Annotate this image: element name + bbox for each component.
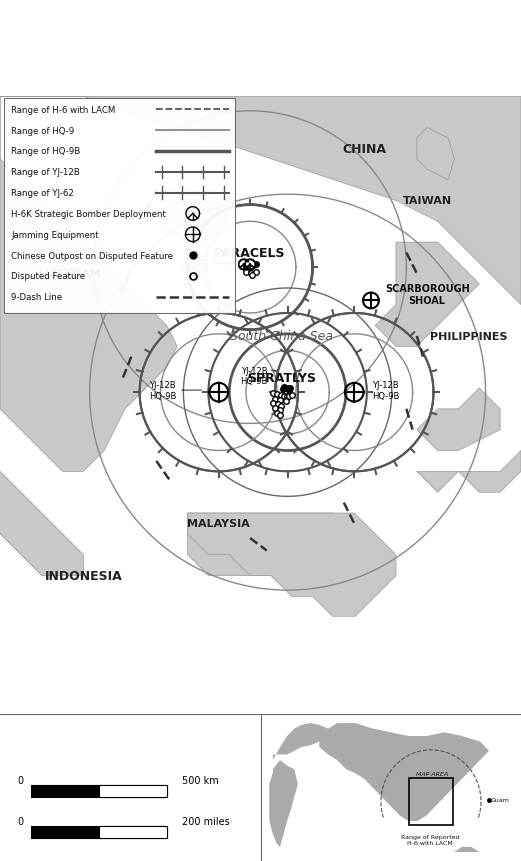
Polygon shape [0,97,177,472]
Text: 0: 0 [18,816,24,827]
Polygon shape [0,617,125,742]
Polygon shape [125,742,250,774]
Bar [99,826,167,838]
Text: YJ-12B
HQ-9B: YJ-12B HQ-9B [241,367,271,386]
Text: YJ-12B
HQ-9B: YJ-12B HQ-9B [372,381,399,400]
Polygon shape [273,723,328,760]
Polygon shape [0,472,83,576]
FancyBboxPatch shape [4,99,235,314]
Text: SPRATLYS: SPRATLYS [247,372,316,385]
Polygon shape [188,513,396,617]
Bar [31,826,167,838]
Polygon shape [167,191,229,243]
Text: Guam: Guam [491,797,510,802]
Text: MALAYSIA: MALAYSIA [188,519,250,529]
Text: Range of YJ-12B: Range of YJ-12B [11,168,80,177]
Text: Range of YJ-62: Range of YJ-62 [11,189,75,198]
Text: 500 km: 500 km [182,776,219,785]
Text: INDONESIA: INDONESIA [44,569,122,582]
Bar [99,785,167,796]
Text: South China Sea: South China Sea [230,330,333,343]
Text: TAIWAN: TAIWAN [403,196,452,206]
Text: Range of Reported
H-6 with LACM: Range of Reported H-6 with LACM [401,834,460,845]
Text: YJ-12B
HQ-9B: YJ-12B HQ-9B [149,381,202,400]
Circle shape [245,260,255,270]
Polygon shape [417,451,521,492]
Polygon shape [269,760,298,847]
Text: PARACELS: PARACELS [214,247,286,260]
Text: 9-Dash Line: 9-Dash Line [11,293,63,302]
Text: CHINA: CHINA [343,143,387,156]
Polygon shape [436,847,494,861]
Polygon shape [375,243,479,347]
Text: 200 miles: 200 miles [182,816,230,827]
Text: YJ-62
HQ-9: YJ-62 HQ-9 [187,254,235,273]
Text: Jamming Equipment: Jamming Equipment [11,231,99,239]
Text: SCARBOROUGH
SHOAL: SCARBOROUGH SHOAL [385,284,469,306]
Text: 0: 0 [18,776,24,785]
Polygon shape [188,513,354,576]
Text: Range of HQ-9: Range of HQ-9 [11,127,75,135]
Circle shape [239,260,249,270]
Text: MAP AREA: MAP AREA [416,771,448,776]
Polygon shape [0,97,521,306]
Text: Chinese Outpost on Disputed Feature: Chinese Outpost on Disputed Feature [11,251,173,260]
Bar [408,778,453,825]
Bar [31,785,167,796]
Text: Disputed Feature: Disputed Feature [11,272,85,282]
Text: VIETNAM: VIETNAM [44,269,102,279]
Text: Range of H-6 with LACM: Range of H-6 with LACM [11,106,116,115]
Polygon shape [417,128,454,181]
Text: Range of HQ-9B: Range of HQ-9B [11,147,81,156]
Polygon shape [417,388,500,451]
Text: PHILIPPINES: PHILIPPINES [430,331,507,342]
Polygon shape [319,723,489,821]
Text: H-6K Strategic Bomber Deployment: H-6K Strategic Bomber Deployment [11,210,166,219]
